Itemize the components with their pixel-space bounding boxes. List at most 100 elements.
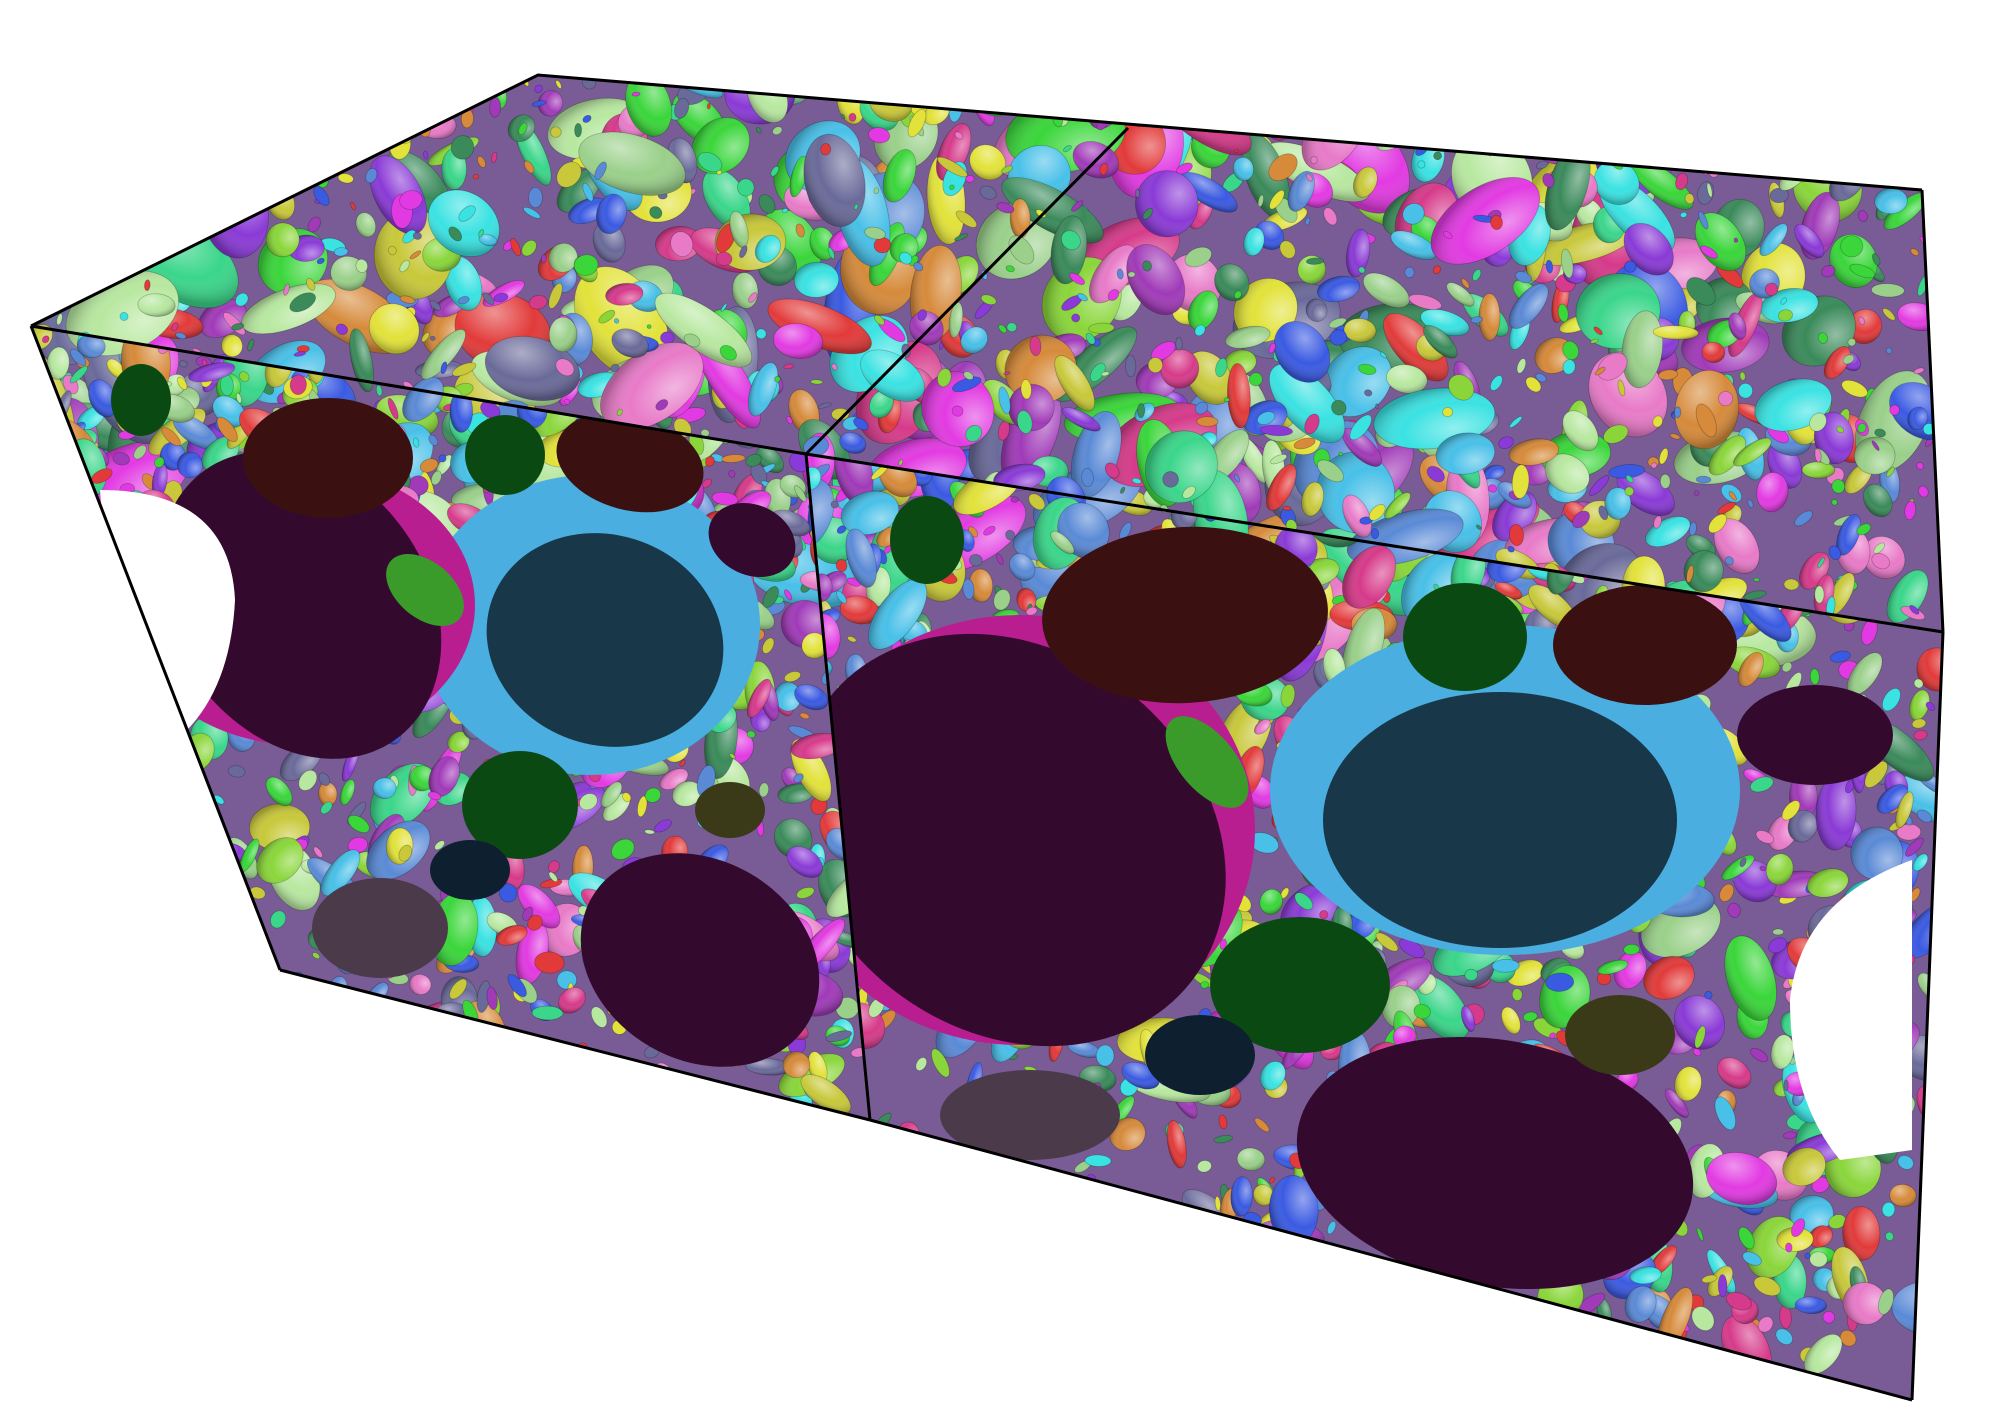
ellipsoid-particle <box>235 292 249 307</box>
ellipsoid-highlight <box>1418 1274 1438 1293</box>
ellipsoid-particle <box>198 108 270 183</box>
ellipsoid-particle <box>1045 1235 1094 1295</box>
ellipsoid-particle <box>54 253 70 267</box>
ellipsoid-particle <box>142 152 151 164</box>
ellipsoid-particle <box>334 1013 363 1042</box>
ellipsoid-particle <box>81 488 90 497</box>
ellipsoid-particle <box>1413 1373 1444 1400</box>
ellipsoid-particle <box>102 609 128 636</box>
ellipsoid-particle <box>81 1109 101 1120</box>
ellipsoid-highlight <box>1483 465 1505 480</box>
ellipsoid-highlight <box>1296 1307 1330 1334</box>
ellipsoid-highlight <box>334 1013 362 1042</box>
ellipsoid-highlight <box>373 75 437 124</box>
ellipsoid-highlight <box>963 1255 1004 1297</box>
ellipsoid-highlight <box>1760 288 1819 323</box>
ellipsoid-particle <box>428 1078 449 1113</box>
ellipsoid-highlight <box>941 1197 1024 1235</box>
ellipsoid-highlight <box>440 1073 470 1117</box>
ellipsoid-particle <box>1728 1368 1744 1384</box>
ellipsoid-particle <box>299 161 312 173</box>
ellipsoid-particle <box>1346 1354 1361 1371</box>
ellipsoid-particle <box>1210 1241 1261 1279</box>
ellipsoid-particle <box>458 1049 488 1072</box>
ellipsoid-highlight <box>307 985 334 1022</box>
ellipsoid-particle <box>711 491 739 506</box>
ellipsoid-highlight <box>1053 1290 1077 1314</box>
ellipsoid-particle <box>31 587 50 607</box>
ellipsoid-particle <box>1257 1332 1279 1362</box>
ellipsoid-highlight <box>1039 85 1090 114</box>
ellipsoid-particle <box>215 1072 234 1089</box>
ellipsoid-particle <box>1404 266 1415 279</box>
ellipsoid-particle <box>1372 1300 1399 1328</box>
ellipsoid-particle <box>939 75 990 93</box>
ellipsoid-particle <box>330 1103 348 1120</box>
ellipsoid-particle <box>38 278 49 286</box>
ellipsoid-particle <box>32 585 48 606</box>
ellipsoid-particle <box>815 88 826 95</box>
ellipsoid-particle <box>1492 107 1551 127</box>
ellipsoid-particle <box>813 1370 844 1399</box>
ellipsoid-particle <box>1198 1227 1209 1238</box>
ellipsoid-particle <box>1766 145 1774 153</box>
ellipsoid-particle <box>210 90 221 96</box>
ellipsoid-particle <box>76 939 147 964</box>
ellipsoid-particle <box>774 375 781 383</box>
ellipsoid-particle <box>631 91 641 97</box>
ellipsoid-highlight <box>38 598 78 660</box>
ellipsoid-highlight <box>1147 1225 1169 1262</box>
ellipsoid-highlight <box>265 1025 325 1055</box>
ellipsoid-highlight <box>1886 570 1929 623</box>
ellipsoid-highlight <box>1403 1323 1431 1400</box>
ellipsoid-particle <box>1256 1342 1288 1371</box>
ellipsoid-highlight <box>43 944 92 991</box>
ellipsoid-particle <box>134 89 158 115</box>
ellipsoid-highlight <box>1243 227 1265 256</box>
ellipsoid-particle <box>194 75 207 89</box>
ellipsoid-particle <box>830 1280 865 1324</box>
ellipsoid-particle <box>1926 1121 1942 1147</box>
ellipsoid-particle <box>1863 103 1881 120</box>
ellipsoid-particle <box>849 1174 912 1231</box>
ellipsoid-particle <box>1881 139 1916 165</box>
ellipsoid-highlight <box>1639 87 1675 138</box>
ellipsoid-particle <box>1172 1294 1213 1359</box>
ellipsoid-particle <box>873 187 880 195</box>
ellipsoid-particle <box>1194 1345 1220 1388</box>
ellipsoid-particle <box>220 1071 272 1120</box>
ellipsoid-particle <box>1442 407 1454 418</box>
ellipsoid-particle <box>1011 101 1023 112</box>
ellipsoid-particle <box>1186 75 1207 108</box>
ellipsoid-particle <box>550 126 562 138</box>
ellipsoid-highlight <box>538 90 563 117</box>
ellipsoid-particle <box>68 480 76 488</box>
ellipsoid-particle <box>1325 77 1345 107</box>
ellipsoid-highlight <box>976 77 1008 104</box>
ellipsoid-highlight <box>1748 75 1828 142</box>
ellipsoid-particle <box>332 1088 355 1115</box>
ellipsoid-particle <box>43 443 55 451</box>
ellipsoid-particle <box>358 1104 373 1119</box>
ellipsoid-particle <box>1622 81 1667 120</box>
ellipsoid-highlight <box>167 908 194 932</box>
ellipsoid-highlight <box>1708 435 1746 476</box>
ellipsoid-particle <box>398 1103 432 1120</box>
ellipsoid-particle <box>166 907 194 933</box>
ellipsoid-particle <box>1475 1318 1492 1359</box>
ellipsoid-particle <box>339 1020 404 1069</box>
ellipsoid-highlight <box>857 1287 923 1332</box>
ellipsoid-highlight <box>203 112 231 135</box>
ellipsoid-particle <box>954 233 969 242</box>
ellipsoid-highlight <box>1243 1283 1257 1312</box>
ellipsoid-particle <box>1589 1354 1603 1370</box>
ellipsoid-particle <box>901 1182 907 1191</box>
ellipsoid-highlight <box>96 1087 119 1106</box>
ellipsoid-highlight <box>234 1017 255 1042</box>
ellipsoid-particle <box>1315 98 1344 125</box>
ellipsoid-particle <box>1053 1290 1078 1315</box>
ellipsoid-particle <box>76 480 89 496</box>
ellipsoid-particle <box>857 1286 924 1333</box>
ellipsoid-particle <box>90 620 103 642</box>
